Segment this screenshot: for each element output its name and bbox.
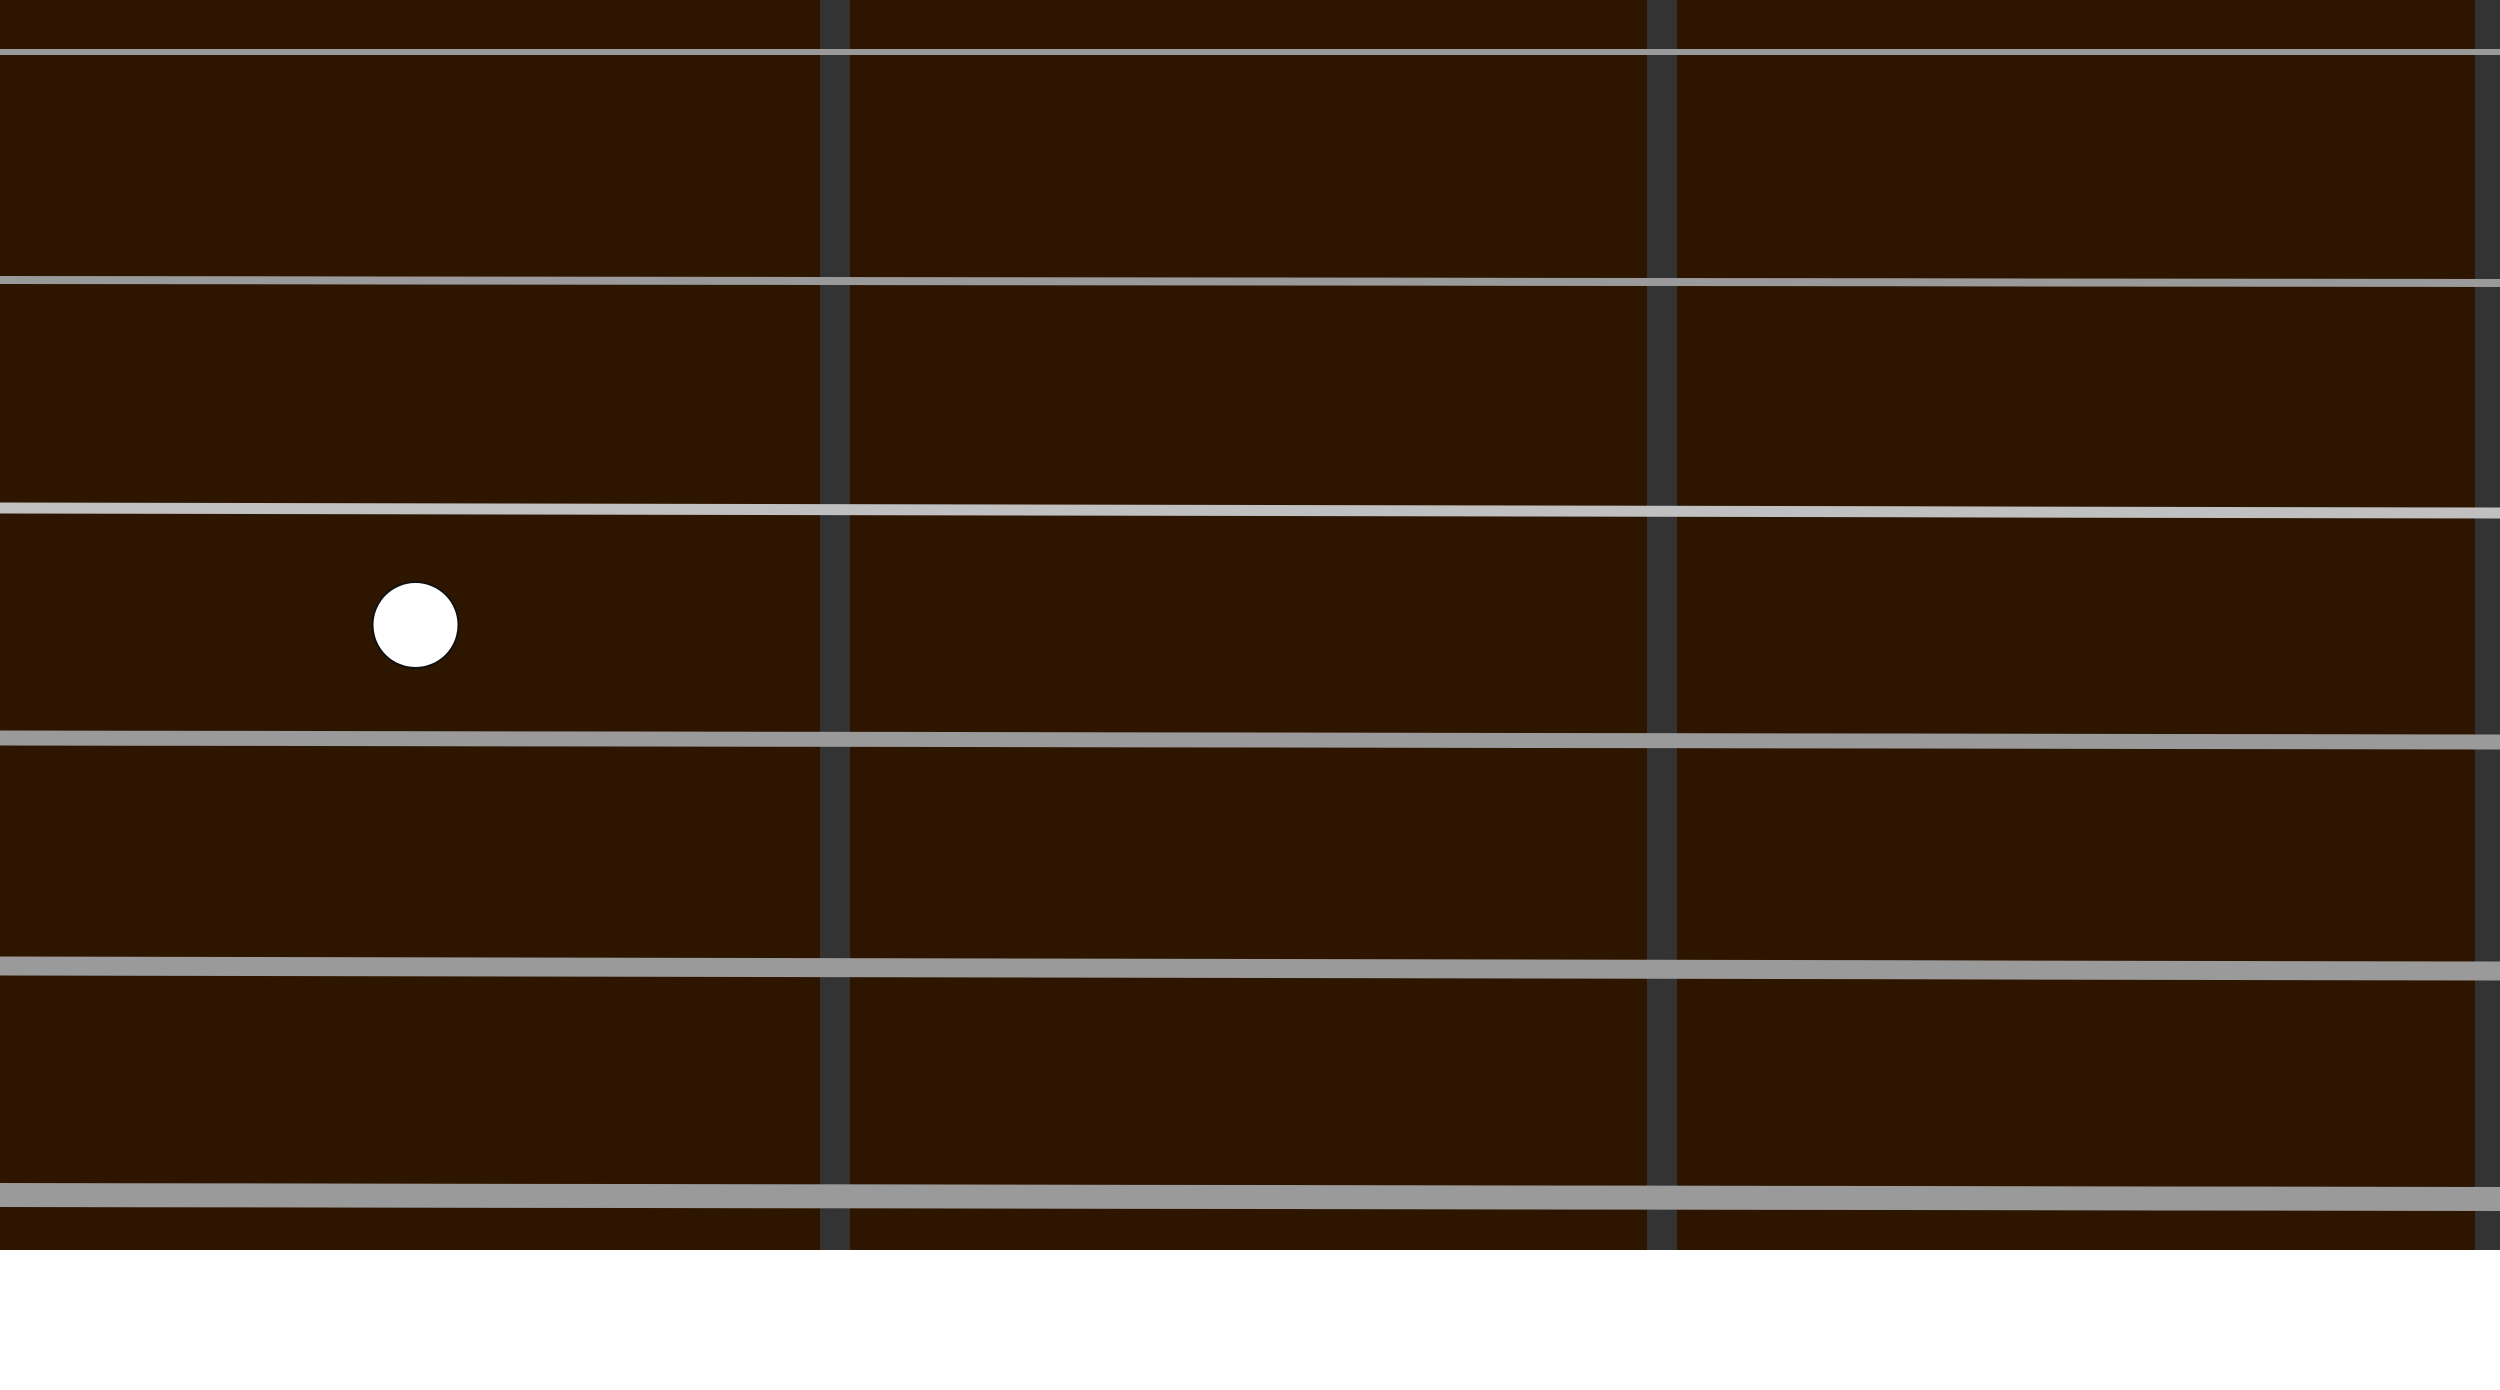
strings <box>0 49 2500 1211</box>
fret-wire-2 <box>1647 0 1677 1250</box>
position-markers <box>371 581 460 669</box>
fret-wire-3 <box>2475 0 2500 1250</box>
string-5 <box>0 956 2500 981</box>
string-4 <box>0 730 2500 750</box>
frets <box>820 0 2500 1250</box>
fret-wire-1 <box>820 0 850 1250</box>
string-6 <box>0 1183 2500 1211</box>
string-2 <box>0 276 2500 287</box>
string-3 <box>0 502 2500 519</box>
fret-marker-dot-icon <box>371 581 460 669</box>
